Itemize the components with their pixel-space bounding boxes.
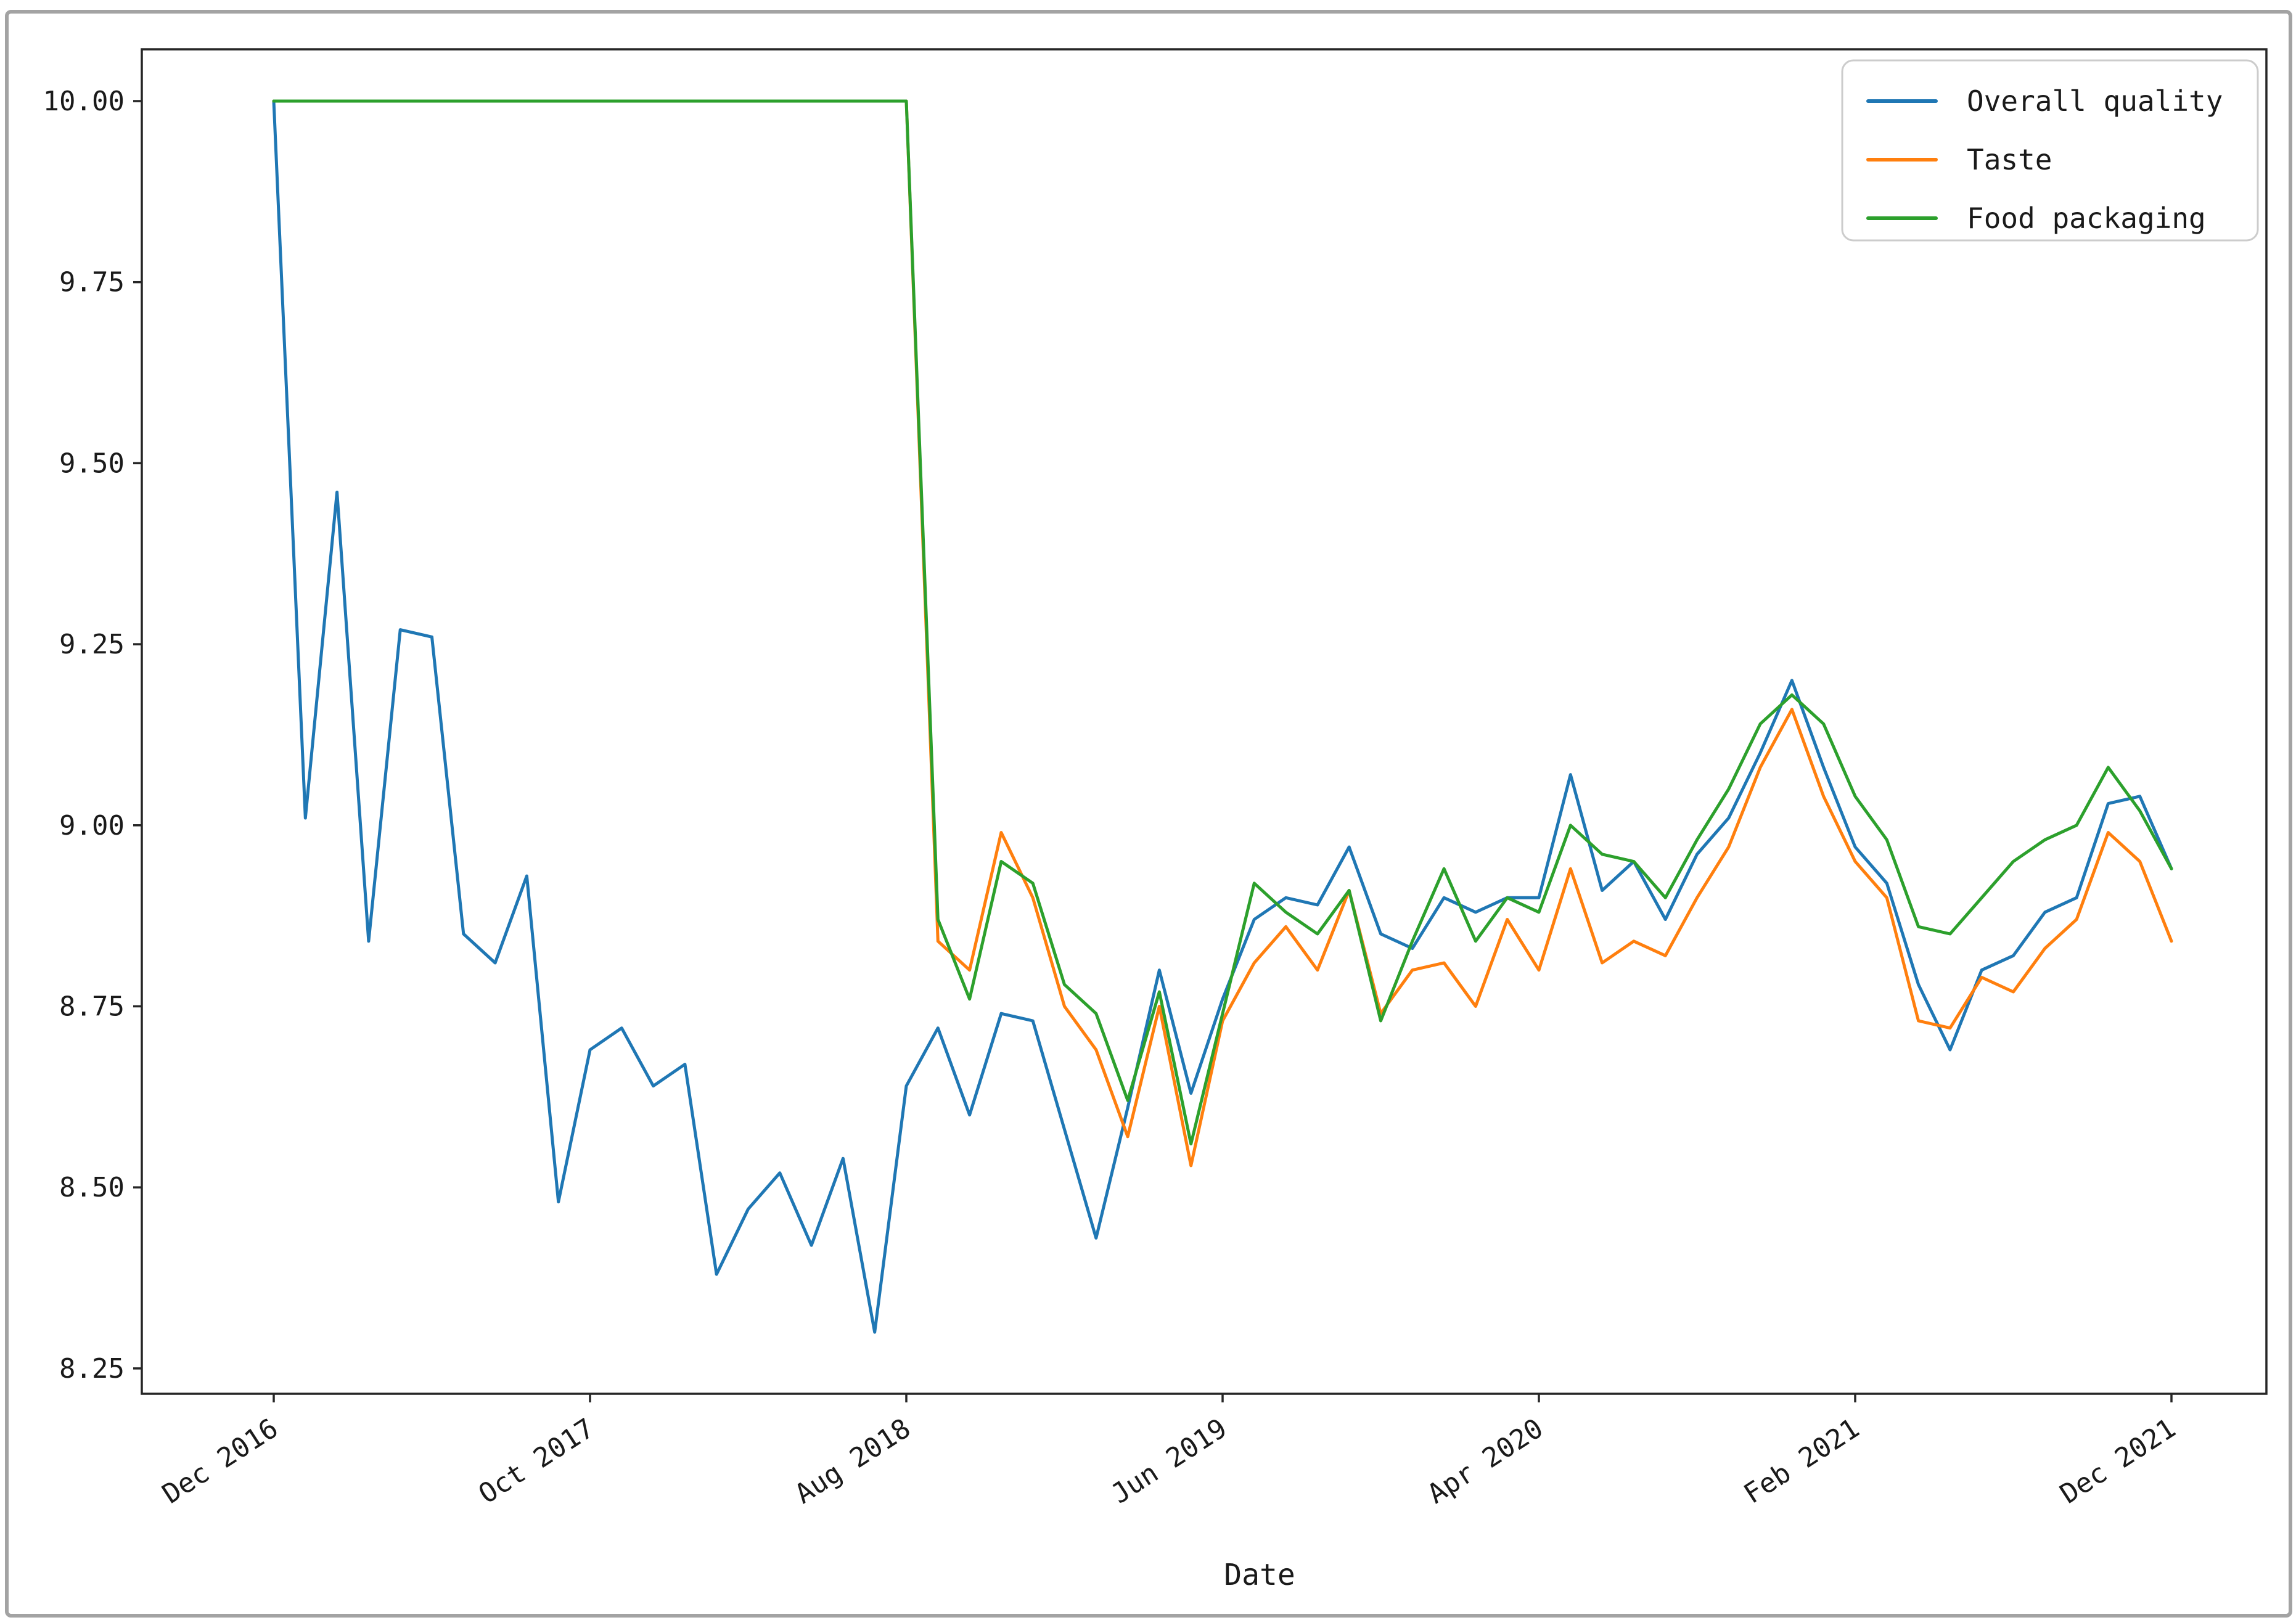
legend-label-food-packaging: Food packaging	[1967, 202, 2206, 235]
y-tick-label: 9.00	[59, 810, 125, 841]
legend-label-overall-quality: Overall quality	[1967, 84, 2223, 118]
y-tick-label: 8.25	[59, 1353, 125, 1385]
y-tick-label: 9.50	[59, 448, 125, 479]
y-tick-label: 9.75	[59, 267, 125, 298]
series-line-overall-quality	[272, 99, 2173, 1334]
legend-label-taste: Taste	[1967, 143, 2052, 176]
y-tick-label: 8.50	[59, 1172, 125, 1203]
plot-spines	[141, 48, 2268, 1395]
legend-box	[1841, 59, 2259, 242]
y-tick-label: 10.00	[43, 86, 125, 117]
y-tick-label: 8.75	[59, 991, 125, 1022]
y-tick-label: 9.25	[59, 629, 125, 660]
series-line-food-packaging	[272, 99, 2173, 1146]
x-axis-title: Date	[1224, 1558, 1295, 1592]
